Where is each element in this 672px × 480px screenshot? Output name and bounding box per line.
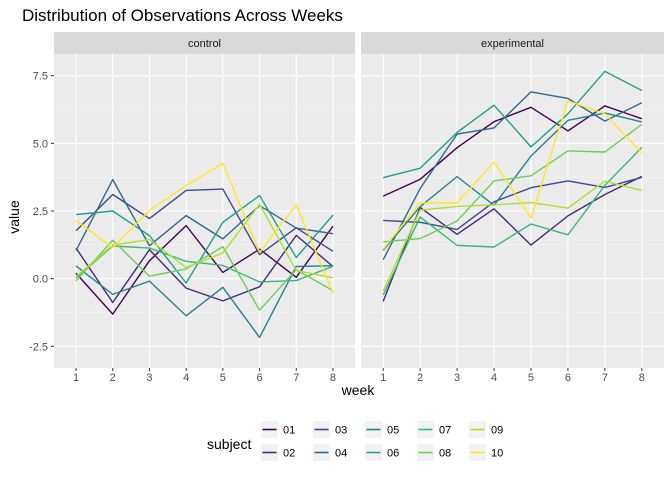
legend-label: 06 — [387, 448, 399, 460]
legend-entry-09: 09 — [469, 421, 503, 438]
x-tick-label: 8 — [330, 372, 336, 384]
panel-control: control — [54, 32, 355, 368]
legend-entry-07: 07 — [417, 421, 451, 438]
facet-label: control — [188, 38, 221, 50]
x-tick-label: 6 — [565, 372, 571, 384]
legend-entry-03: 03 — [313, 421, 347, 438]
series-line-04 — [382, 91, 643, 261]
x-tick-label: 1 — [380, 372, 386, 384]
x-tick-label: 2 — [417, 372, 423, 384]
x-axis-title: week — [341, 382, 376, 398]
legend-label: 09 — [491, 425, 503, 437]
facet-strip — [361, 32, 664, 54]
x-tick-label: 4 — [491, 372, 497, 384]
y-tick-label: 0.0 — [33, 274, 48, 286]
legend-entry-08: 08 — [417, 444, 451, 461]
panel-experimental: experimental — [361, 32, 664, 368]
series-line-05 — [75, 264, 333, 339]
x-tick-label: 4 — [183, 372, 189, 384]
y-tick-label: 7.5 — [33, 71, 48, 83]
y-tick-label: 5.0 — [33, 138, 48, 150]
x-tick-label: 7 — [293, 372, 299, 384]
facet-label: experimental — [481, 38, 544, 50]
x-tick-label: 8 — [639, 372, 645, 384]
legend-label: 05 — [387, 425, 399, 437]
series-line-06 — [382, 70, 643, 179]
series-line-09 — [382, 180, 642, 292]
legend-title: subject — [207, 436, 251, 452]
x-axis: 1 2 3 4 5 6 7 8 1 2 3 4 5 6 7 8 — [73, 368, 645, 384]
series-line-05 — [382, 112, 642, 251]
series-line-02 — [382, 175, 643, 302]
legend-label: 01 — [283, 425, 295, 437]
x-tick-label: 1 — [73, 372, 79, 384]
x-tick-label: 5 — [220, 372, 226, 384]
x-tick-label: 2 — [110, 372, 116, 384]
y-axis: -2.5 0.0 2.5 5.0 7.5 — [29, 71, 54, 353]
series-line-07 — [382, 146, 643, 296]
chart-title: Distribution of Observations Across Week… — [22, 6, 343, 25]
series-line-09 — [75, 203, 334, 279]
series-line-06 — [75, 194, 334, 284]
legend-entry-05: 05 — [365, 421, 399, 438]
y-tick-label: -2.5 — [29, 341, 48, 353]
series-line-04 — [75, 178, 334, 251]
x-tick-label: 3 — [454, 372, 460, 384]
series-line-10 — [75, 162, 334, 294]
x-tick-label: 3 — [146, 372, 152, 384]
legend-entry-02: 02 — [261, 444, 295, 461]
legend-label: 07 — [439, 425, 451, 437]
series-line-03 — [75, 188, 334, 256]
legend: subject 01 02 03 04 05 06 07 08 09 10 — [207, 421, 503, 461]
legend-entry-06: 06 — [365, 444, 399, 461]
x-tick-label: 6 — [256, 372, 262, 384]
legend-entry-04: 04 — [313, 444, 347, 461]
x-tick-label: 5 — [528, 372, 534, 384]
x-tick-label: 7 — [602, 372, 608, 384]
series-line-01 — [382, 105, 643, 197]
y-axis-title: value — [6, 200, 22, 234]
series-line-08 — [383, 123, 643, 243]
legend-label: 10 — [491, 448, 503, 460]
legend-label: 04 — [335, 448, 347, 460]
series-line-01 — [75, 224, 334, 315]
y-tick-label: 2.5 — [33, 206, 48, 218]
series-line-02 — [75, 234, 334, 304]
facet-strip — [54, 32, 355, 54]
legend-label: 03 — [335, 425, 347, 437]
series-line-10 — [382, 100, 643, 250]
legend-entry-01: 01 — [261, 421, 295, 438]
legend-label: 02 — [283, 448, 295, 460]
series-line-08 — [75, 239, 334, 311]
legend-label: 08 — [439, 448, 451, 460]
panels: control experimental — [54, 32, 664, 368]
legend-entry-10: 10 — [469, 444, 503, 461]
